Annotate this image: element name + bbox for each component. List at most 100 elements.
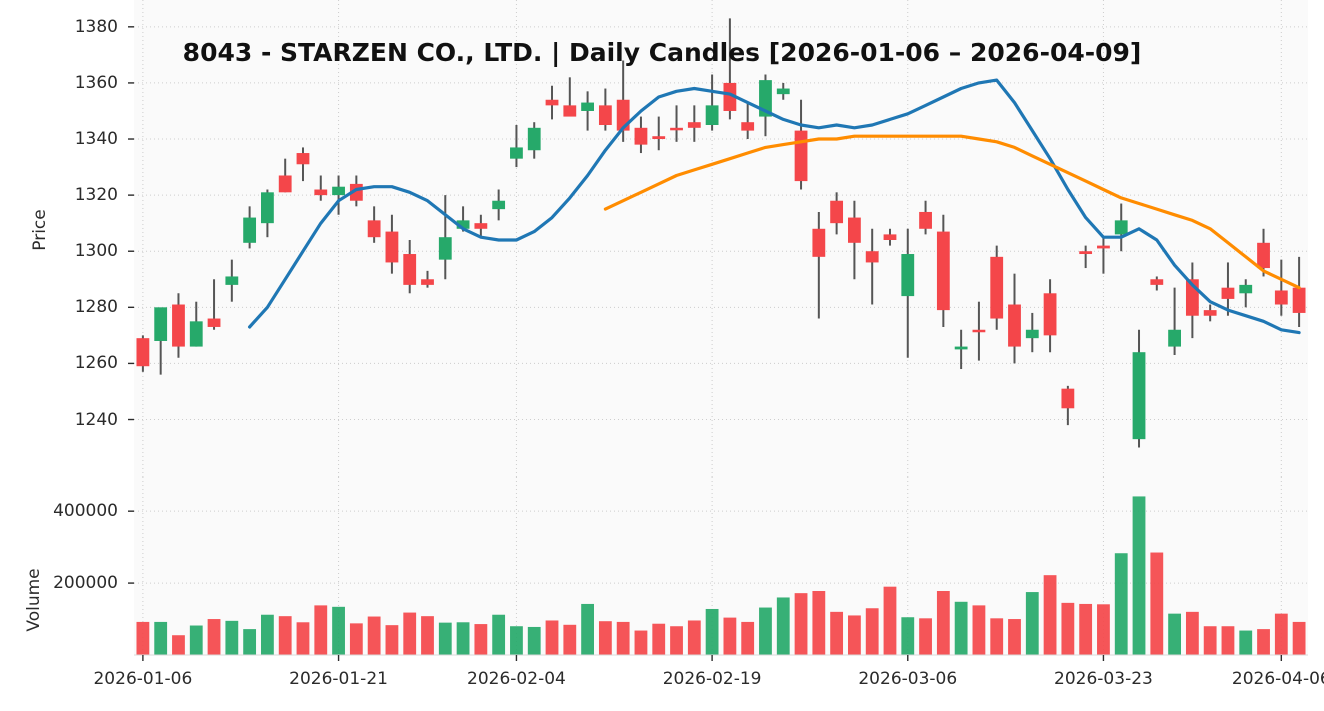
volume-y-tick-text: 200000 bbox=[53, 573, 118, 594]
candle-body bbox=[741, 122, 755, 131]
x-tick-label: 2026-03-06 bbox=[858, 669, 958, 689]
candle-body bbox=[687, 122, 701, 128]
candle-body bbox=[990, 256, 1004, 319]
candle-body bbox=[776, 88, 790, 95]
price-y-tick-text: 1300 bbox=[74, 241, 118, 262]
volume-bar bbox=[207, 619, 221, 655]
volume-bar bbox=[438, 622, 452, 655]
candle-body bbox=[1257, 242, 1270, 269]
volume-bar bbox=[1185, 611, 1199, 655]
volume-bar bbox=[972, 605, 986, 655]
price-y-tick-text: 1240 bbox=[74, 409, 118, 430]
volume-bar bbox=[332, 606, 345, 655]
candle-body bbox=[972, 329, 986, 333]
candle-body bbox=[919, 211, 932, 229]
volume-bar bbox=[456, 622, 470, 655]
candle-body bbox=[1008, 304, 1021, 347]
volume-bar bbox=[954, 601, 968, 655]
volume-bar bbox=[225, 620, 239, 655]
volume-bar bbox=[865, 608, 879, 655]
volume-bar bbox=[1203, 626, 1217, 655]
price-y-tick-text: 1340 bbox=[74, 129, 118, 150]
candle-body bbox=[723, 82, 737, 111]
candle-body bbox=[207, 318, 221, 327]
volume-bar bbox=[830, 611, 844, 655]
volume-bar bbox=[634, 630, 648, 655]
volume-bar bbox=[278, 616, 292, 655]
volume-bar bbox=[1221, 626, 1235, 655]
volume-bar bbox=[563, 624, 577, 655]
volume-bar bbox=[1079, 603, 1093, 655]
candle-body bbox=[1221, 287, 1235, 299]
volume-bar bbox=[296, 622, 310, 655]
volume-bar bbox=[1114, 553, 1128, 655]
volume-bar bbox=[492, 614, 506, 655]
candle-body bbox=[492, 200, 506, 210]
candle-body bbox=[332, 186, 345, 196]
candle-body bbox=[759, 80, 772, 117]
candle-body bbox=[652, 136, 666, 140]
candle-body bbox=[314, 189, 328, 196]
candle-body bbox=[1025, 329, 1039, 339]
price-y-tick-text: 1260 bbox=[74, 353, 118, 374]
candle-body bbox=[527, 127, 541, 151]
volume-bar bbox=[314, 605, 328, 655]
candle-body bbox=[1203, 310, 1217, 316]
volume-bar bbox=[794, 593, 808, 655]
candle-body bbox=[705, 105, 719, 125]
volume-bar bbox=[527, 626, 541, 655]
ma-short-line bbox=[248, 78, 1301, 335]
volume-bar bbox=[367, 616, 381, 655]
candle-body bbox=[901, 254, 915, 297]
x-tick-label: 2026-04-06 bbox=[1231, 669, 1324, 689]
candle-body bbox=[1150, 279, 1164, 285]
candle-body bbox=[1043, 293, 1057, 336]
candle-body bbox=[154, 307, 168, 341]
candle-body bbox=[189, 321, 203, 347]
candle-body bbox=[581, 102, 594, 111]
candle-body bbox=[243, 217, 257, 243]
candle-body bbox=[1274, 290, 1288, 305]
x-tick-label: 2026-02-04 bbox=[467, 669, 566, 689]
candle-body bbox=[1114, 220, 1128, 235]
volume-bar bbox=[243, 629, 257, 655]
x-tick-label: 2026-01-21 bbox=[289, 669, 388, 689]
volume-bar bbox=[687, 620, 701, 655]
volume-bar bbox=[741, 621, 755, 655]
candle-body bbox=[296, 153, 310, 165]
volume-bar bbox=[759, 607, 772, 655]
candle-body bbox=[670, 127, 683, 131]
candle-body bbox=[403, 254, 417, 285]
price-y-tick-text: 1320 bbox=[74, 185, 118, 206]
volume-axis-label: Volume bbox=[24, 568, 44, 632]
volume-bar bbox=[1043, 575, 1057, 655]
x-tick-label: 2026-03-23 bbox=[1054, 669, 1153, 689]
candle-body bbox=[1239, 284, 1253, 294]
volume-bar bbox=[990, 618, 1004, 655]
volume-bar bbox=[1292, 621, 1306, 655]
volume-bar bbox=[598, 621, 612, 655]
candle-body bbox=[634, 127, 648, 145]
x-tick-label: 2026-02-19 bbox=[662, 669, 762, 689]
candle-body bbox=[954, 346, 968, 350]
volume-bar bbox=[919, 618, 932, 655]
volume-bar bbox=[936, 590, 950, 655]
volume-bar bbox=[154, 621, 168, 655]
x-tick-label: 2026-01-06 bbox=[93, 669, 193, 689]
volume-bar bbox=[1274, 613, 1288, 655]
volume-bar bbox=[189, 625, 203, 655]
candle-body bbox=[438, 237, 452, 260]
volume-bar bbox=[581, 603, 594, 655]
candle-body bbox=[385, 231, 399, 263]
candle-body bbox=[1292, 287, 1306, 313]
volume-bar bbox=[670, 626, 683, 655]
volume-bar bbox=[883, 586, 897, 655]
volume-bar bbox=[1025, 592, 1039, 655]
candle-body bbox=[545, 99, 559, 106]
candle-body bbox=[136, 338, 150, 367]
candle-body bbox=[1061, 388, 1075, 409]
candle-body bbox=[225, 276, 239, 285]
candle-body bbox=[1168, 329, 1181, 347]
candle-body bbox=[456, 220, 470, 229]
